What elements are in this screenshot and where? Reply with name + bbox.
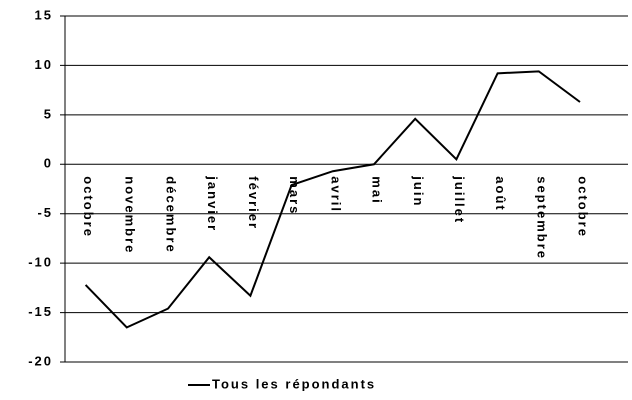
x-tick-label: novembre [122,176,137,254]
legend-label: Tous les répondants [212,376,376,391]
y-tick-label: 15 [35,7,53,22]
y-tick-label: -20 [28,353,53,368]
x-tick-label: décembre [164,176,179,253]
x-tick-label: octobre [81,176,96,238]
x-tick-label: octobre [576,176,591,238]
x-tick-label: avril [328,176,343,213]
line-series [84,70,581,329]
y-tick-label: 5 [44,106,53,121]
y-tick-label: 10 [35,57,53,72]
y-tick-label: 0 [44,156,53,171]
x-tick-label: août [493,176,508,211]
y-tick-label: -15 [28,304,53,319]
x-tick-label: juin [411,175,426,207]
x-tick-label: janvier [205,175,220,232]
x-tick-label: juillet [452,175,467,224]
x-tick-label: mai [370,176,385,204]
y-tick-label: -5 [37,205,53,220]
y-tick-label: -10 [28,255,53,270]
x-tick-label: février [246,176,261,230]
x-tick-label: septembre [534,176,549,260]
